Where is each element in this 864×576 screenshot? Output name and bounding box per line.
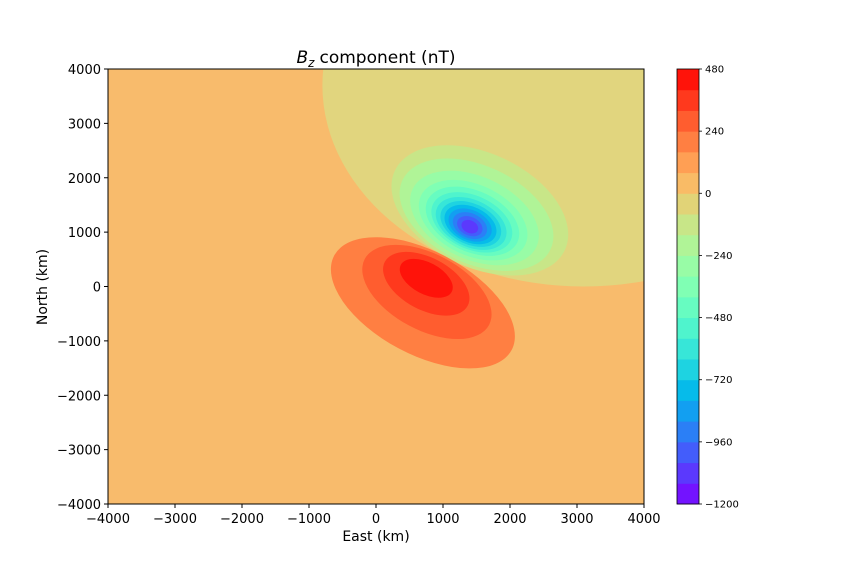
y-axis: −4000 −3000 −2000 −1000 0 1000 2000 3000 4000 (57, 63, 108, 513)
y-axis-label: North (km) (35, 249, 51, 325)
y-tick-label: 4000 (68, 63, 101, 78)
colorbar-band (677, 255, 699, 277)
colorbar-tick-label: −1200 (705, 500, 739, 511)
x-tick-label: −2000 (220, 512, 264, 527)
colorbar-band (677, 483, 699, 505)
colorbar-band (677, 359, 699, 381)
colorbar-ticks: 480 240 0 −240 −480 −720 −960 −1200 (699, 65, 739, 511)
colorbar-tick-label: −480 (705, 313, 732, 324)
x-tick-label: 3000 (560, 512, 593, 527)
colorbar-band (677, 462, 699, 484)
title-symbol: B (297, 48, 309, 68)
colorbar-band (677, 110, 699, 132)
colorbar-tick-label: 480 (705, 65, 724, 76)
colorbar-tick-label: 240 (705, 127, 724, 138)
y-tick-label: −4000 (57, 498, 101, 513)
y-tick-label: −2000 (57, 389, 101, 404)
contour-fills (322, 69, 644, 369)
colorbar-band (677, 172, 699, 194)
x-axis: −4000 −3000 −2000 −1000 0 1000 2000 3000 4000 (86, 504, 661, 527)
colorbar-band (677, 234, 699, 256)
x-tick-label: 2000 (493, 512, 526, 527)
x-tick-label: 1000 (426, 512, 459, 527)
colorbar-band (677, 131, 699, 153)
y-tick-label: 3000 (68, 117, 101, 132)
y-tick-label: 2000 (68, 172, 101, 187)
colorbar-tick-label: −240 (705, 251, 732, 262)
colorbar-bands (677, 69, 699, 505)
contour-positive-level (399, 258, 453, 298)
colorbar-band (677, 193, 699, 215)
y-tick-label: −1000 (57, 335, 101, 350)
colorbar-band (677, 400, 699, 422)
colorbar-band (677, 296, 699, 319)
colorbar-band (677, 276, 699, 298)
colorbar-band (677, 214, 699, 236)
colorbar-band (677, 151, 699, 174)
y-tick-label: 1000 (68, 226, 101, 241)
x-tick-label: 4000 (627, 512, 660, 527)
colorbar-tick-label: 0 (705, 189, 711, 200)
x-axis-label: East (km) (342, 529, 409, 545)
x-tick-label: −3000 (153, 512, 197, 527)
plot-area (107, 68, 645, 505)
contour-negative-level (461, 219, 479, 234)
title-text: component (nT) (319, 48, 455, 68)
y-tick-label: 0 (93, 281, 101, 296)
chart-title: Bz component (nT) (297, 48, 456, 70)
colorbar: 480 240 0 −240 −480 −720 −960 −1200 (676, 65, 739, 511)
colorbar-band (677, 89, 699, 111)
colorbar-band (677, 69, 699, 91)
colorbar-frame (676, 68, 700, 505)
colorbar-tick-label: −720 (705, 375, 732, 386)
colorbar-band (677, 317, 699, 339)
colorbar-band (677, 441, 699, 464)
x-tick-label: −1000 (287, 512, 331, 527)
x-tick-label: −4000 (86, 512, 130, 527)
y-tick-label: −3000 (57, 444, 101, 459)
title-subscript: z (307, 56, 315, 70)
colorbar-band (677, 338, 699, 360)
colorbar-band (677, 379, 699, 401)
colorbar-band (677, 421, 699, 443)
x-tick-label: 0 (372, 512, 380, 527)
colorbar-tick-label: −960 (705, 437, 732, 448)
